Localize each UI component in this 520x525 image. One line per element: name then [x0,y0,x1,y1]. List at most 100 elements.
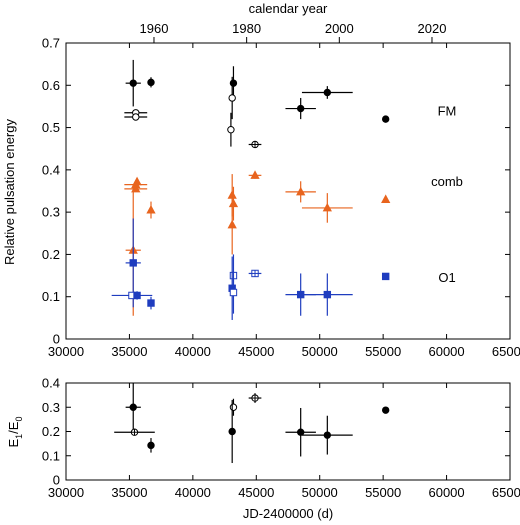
bottom-data-point [125,383,141,432]
bottom-x-tick-label: 45000 [238,485,274,500]
x-axis-label: JD-2400000 (d) [243,506,333,521]
top-x-tick-label: 30000 [48,344,84,359]
top-data-point [285,97,316,120]
y-axis-label-top: Relative pulsation energy [2,119,17,265]
top-y-tick-label: 0.5 [42,120,60,135]
top-data-point [229,271,238,314]
top-data-point [381,115,390,123]
triangle-marker [322,202,332,212]
top-data-point [147,77,155,88]
square-marker [129,259,137,267]
bottom-y-tick-label: 0 [53,473,60,488]
series-label-o1: O1 [438,270,455,285]
top-data-point [248,140,262,149]
top-data-point [111,291,153,300]
circle-marker [227,125,235,134]
triangle-marker [381,194,391,203]
bottom-data-point [381,406,390,414]
top-data-point [147,296,155,310]
top-data-point [228,76,236,120]
top-data-point [381,272,390,281]
top-data-point [125,59,141,107]
circle-marker [129,79,137,87]
square-marker [133,291,141,300]
circle-marker [229,79,238,87]
top-data-point [381,194,391,203]
circle-marker [323,88,332,97]
bottom-x-tick-label: 30000 [48,485,84,500]
triangle-marker [132,176,142,186]
square-marker [323,290,332,299]
bottom-data-point [285,407,316,457]
series-label-fm: FM [438,104,457,119]
top-y-tick-label: 0.1 [42,289,60,304]
top-y-tick-label: 0.3 [42,205,60,220]
top-axis-label: calendar year [249,1,328,16]
top-x-tick-label: 60000 [428,344,464,359]
top-x-tick-label: 45000 [238,344,274,359]
y-axis-label-bottom: E1/E0 [6,417,24,448]
top-x-tick-label: 40000 [175,344,211,359]
top-data-point [228,256,236,320]
top-year-tick-label: 1980 [232,21,261,36]
top-year-tick-label: 2020 [418,21,447,36]
bottom-x-tick-label: 50000 [302,485,338,500]
series-label-comb: comb [431,174,463,189]
top-plot-frame [65,42,511,340]
ylabel-slash: /E [6,421,21,434]
circle-marker [147,78,155,87]
top-y-tick-label: 0.4 [42,162,60,177]
bottom-x-tick-label: 40000 [175,485,211,500]
circle-marker [229,403,238,411]
triangle-marker [227,219,237,229]
ylabel-e: E [6,439,21,448]
top-data-point [124,183,148,193]
bottom-data-point [228,399,236,464]
top-data-point [124,113,148,121]
chart-marks: 30000 35000 40000 45000 50000 55000 60000 6500 0… [42,21,520,500]
top-year-tick-label: 2000 [325,21,354,36]
triangle-marker [228,198,239,208]
circle-marker [228,94,236,102]
top-data-point [301,86,353,99]
triangle-marker [296,186,306,196]
triangle-marker [131,183,141,193]
top-data-point [133,291,141,300]
bottom-data-point [248,393,262,403]
square-marker [229,288,238,297]
ylabel-sub1: 1 [14,434,24,439]
bottom-data-point [147,438,155,453]
top-x-tick-label: 35000 [111,344,147,359]
circle-marker [228,427,236,436]
triangle-marker [146,204,156,214]
bottom-data-point [114,428,155,436]
top-data-point [132,176,142,186]
ylabel-sub2: 0 [14,417,24,422]
top-data-point [228,186,239,221]
circle-marker [296,428,305,436]
top-year-tick-label: 1960 [140,21,169,36]
top-data-point [227,195,237,255]
bottom-y-tick-label: 0.2 [42,424,60,439]
top-y-tick-label: 0.2 [42,247,60,262]
top-y-tick-label: 0.6 [42,78,60,93]
circle-marker [129,403,137,411]
top-data-point [227,112,235,147]
top-data-point [285,181,316,203]
top-data-point [301,193,353,223]
bottom-y-tick-label: 0.3 [42,400,60,415]
square-marker [147,299,155,307]
top-y-tick-label: 0.7 [42,36,60,51]
bottom-data-point [229,398,238,416]
circle-marker [323,431,332,439]
bottom-y-tick-label: 0.4 [42,376,60,391]
bottom-x-tick-label: 35000 [111,485,147,500]
circle-marker [381,406,390,414]
top-y-tick-label: 0 [53,332,60,347]
square-marker [381,272,390,281]
bottom-data-point [301,415,353,455]
top-x-tick-label: 55000 [365,344,401,359]
